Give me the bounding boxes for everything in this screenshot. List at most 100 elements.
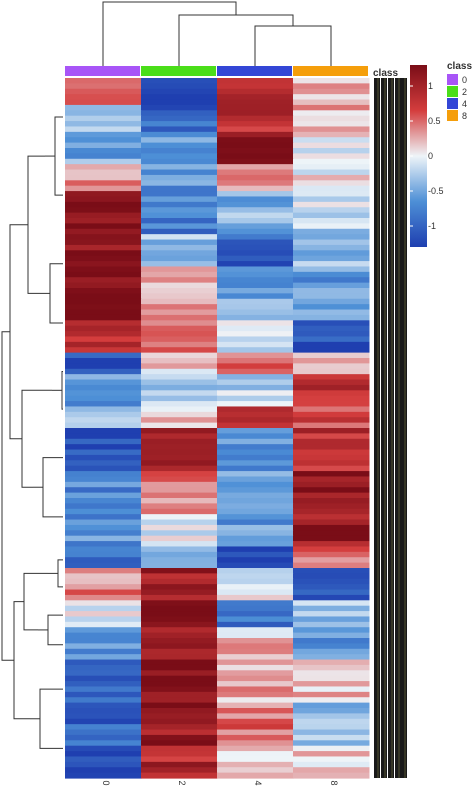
- heatmap-cell: [217, 761, 294, 768]
- heatmap-cell: [217, 99, 294, 106]
- heatmap-cell: [293, 594, 370, 601]
- heatmap-cell: [293, 659, 370, 666]
- heatmap-cell: [293, 444, 370, 451]
- heatmap-cell: [293, 600, 370, 607]
- heatmap-cell: [217, 551, 294, 558]
- heatmap-cell: [293, 702, 370, 709]
- heatmap-cell: [65, 201, 142, 208]
- heatmap-cell: [65, 110, 142, 117]
- heatmap-cell: [65, 320, 142, 327]
- heatmap-cell: [217, 632, 294, 639]
- heatmap-cell: [141, 675, 218, 682]
- heatmap-cell: [141, 761, 218, 768]
- heatmap-cell: [141, 524, 218, 531]
- heatmap-cell: [293, 271, 370, 278]
- dendrogram-branch: [47, 614, 63, 646]
- heatmap-cell: [217, 524, 294, 531]
- dendrogram-branch: [23, 572, 48, 631]
- heatmap-cell: [65, 336, 142, 343]
- heatmap-cell: [141, 325, 218, 332]
- heatmap-cell: [293, 83, 370, 90]
- class-annotation-bar: [65, 66, 368, 76]
- heatmap-cell: [217, 449, 294, 456]
- dendrogram-branch: [39, 688, 63, 749]
- heatmap-cell: [293, 767, 370, 774]
- heatmap-cell: [217, 104, 294, 111]
- row-label-strip: [374, 78, 407, 778]
- heatmap-cell: [141, 454, 218, 461]
- heatmap-cell: [293, 761, 370, 768]
- heatmap-cell: [293, 514, 370, 521]
- colorbar-tick-label: 1: [428, 81, 433, 91]
- heatmap-cell: [293, 228, 370, 235]
- heatmap-cell: [217, 578, 294, 585]
- legend: class 0 2 4 8: [447, 61, 472, 121]
- dendrogram-branch: [254, 25, 332, 66]
- heatmap-cell: [293, 756, 370, 763]
- heatmap-cell: [141, 131, 218, 138]
- heatmap-cell: [217, 594, 294, 601]
- heatmap-cell: [65, 686, 142, 693]
- heatmap-cell: [65, 148, 142, 154]
- heatmap-cell: [293, 180, 370, 187]
- heatmap-cell: [217, 481, 294, 488]
- heatmap-cell: [293, 212, 370, 219]
- heatmap-cell: [65, 718, 142, 725]
- heatmap-cell: [65, 471, 142, 478]
- heatmap-cell: [293, 169, 370, 176]
- heatmap-cell: [65, 341, 142, 348]
- heatmap-cell: [141, 465, 218, 472]
- heatmap-cell: [293, 697, 370, 704]
- heatmap-cell: [293, 729, 370, 736]
- heatmap-cell: [293, 148, 370, 154]
- heatmap-cell: [141, 390, 218, 397]
- heatmap-cell: [65, 314, 142, 321]
- heatmap-cell: [293, 605, 370, 612]
- heatmap-cell: [293, 115, 370, 122]
- heatmap-cell: [65, 740, 142, 747]
- heatmap-cell: [141, 207, 218, 214]
- heatmap-cell: [217, 185, 294, 192]
- heatmap-cell: [141, 594, 218, 601]
- heatmap-cell: [141, 277, 218, 284]
- heatmap-cell: [217, 137, 294, 144]
- heatmap-cell: [141, 546, 218, 553]
- heatmap-cell: [141, 621, 218, 628]
- heatmap-cell: [141, 498, 218, 504]
- heatmap-cell: [65, 670, 142, 677]
- row-label-column: [388, 78, 394, 778]
- heatmap-cell: [141, 411, 218, 418]
- heatmap-cell: [65, 557, 142, 564]
- heatmap-cell: [141, 218, 218, 224]
- heatmap-cell: [217, 422, 294, 429]
- heatmap-cell: [65, 702, 142, 709]
- heatmap-cell: [217, 228, 294, 235]
- heatmap-cell: [293, 632, 370, 639]
- heatmap-cell: [293, 288, 370, 294]
- heatmap-cell: [141, 104, 218, 111]
- heatmap-cell: [141, 228, 218, 235]
- heatmap-cell: [141, 589, 218, 596]
- heatmap-cell: [293, 573, 370, 580]
- heatmap-cell: [293, 282, 370, 289]
- heatmap-cell: [293, 309, 370, 316]
- heatmap-cell: [217, 573, 294, 580]
- heatmap-cell: [141, 702, 218, 709]
- heatmap-cell: [65, 352, 142, 359]
- heatmap-cell: [217, 126, 294, 133]
- heatmap-cell: [217, 336, 294, 343]
- heatmap-cell: [65, 196, 142, 203]
- heatmap-cell: [141, 638, 218, 644]
- heatmap-cell: [141, 686, 218, 693]
- heatmap-cell: [293, 718, 370, 725]
- heatmap-cell: [65, 428, 142, 434]
- heatmap-cell: [293, 384, 370, 391]
- legend-swatch-2: [447, 86, 458, 97]
- heatmap-cell: [141, 196, 218, 203]
- heatmap-cell: [293, 347, 370, 354]
- heatmap-cell: [293, 191, 370, 198]
- dendrogram-branch: [61, 370, 63, 410]
- heatmap-cell: [293, 304, 370, 311]
- heatmap-cell: [141, 164, 218, 171]
- heatmap-cell: [141, 261, 218, 268]
